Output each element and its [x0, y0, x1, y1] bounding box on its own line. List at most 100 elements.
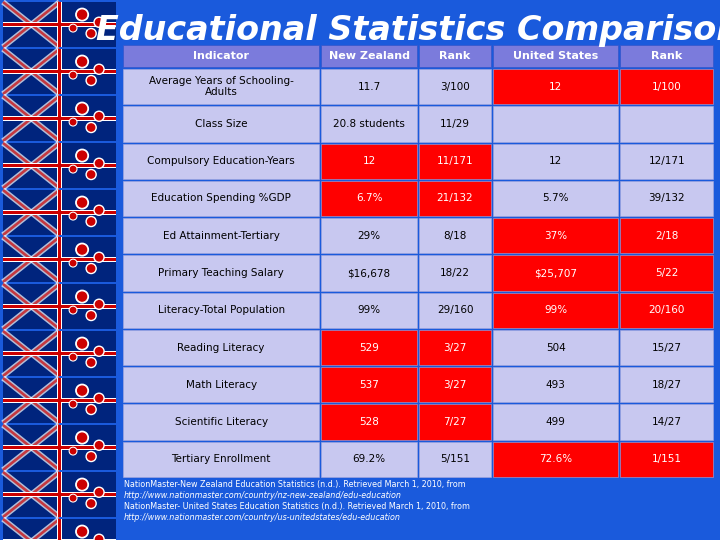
Bar	[57, 284, 62, 329]
Circle shape	[78, 151, 86, 160]
Bar	[3, 117, 116, 120]
Circle shape	[69, 24, 77, 32]
Bar	[3, 258, 116, 261]
Bar	[493, 181, 618, 216]
Bar	[3, 492, 116, 497]
Bar	[58, 284, 61, 329]
Bar	[3, 237, 116, 282]
Text: 5/22: 5/22	[655, 268, 678, 278]
Bar	[3, 143, 116, 188]
Text: 3/100: 3/100	[440, 82, 470, 92]
Bar	[419, 330, 491, 365]
Text: 537: 537	[359, 380, 379, 390]
Bar	[3, 284, 116, 329]
Bar	[3, 304, 116, 309]
Circle shape	[69, 259, 77, 267]
Bar	[123, 442, 320, 477]
Bar	[3, 399, 116, 402]
Text: NationMaster-New Zealand Education Statistics (n.d.). Retrieved March 1, 2010, f: NationMaster-New Zealand Education Stati…	[124, 480, 466, 489]
Circle shape	[88, 124, 95, 131]
Bar	[419, 106, 491, 141]
Circle shape	[71, 307, 76, 313]
Circle shape	[71, 72, 76, 78]
Circle shape	[88, 30, 95, 37]
Circle shape	[86, 451, 96, 462]
Circle shape	[78, 386, 86, 395]
Text: 69.2%: 69.2%	[353, 454, 386, 464]
Text: 5.7%: 5.7%	[542, 193, 569, 204]
Circle shape	[78, 339, 86, 348]
Bar	[493, 404, 618, 440]
Circle shape	[94, 393, 104, 403]
Bar	[58, 2, 61, 47]
Bar	[3, 164, 116, 167]
Text: Educational Statistics Comparison: Educational Statistics Comparison	[96, 14, 720, 47]
Circle shape	[88, 218, 95, 225]
Circle shape	[96, 66, 103, 73]
Circle shape	[71, 119, 76, 125]
Bar	[321, 106, 417, 141]
Text: Rank: Rank	[651, 51, 683, 61]
Text: 528: 528	[359, 417, 379, 427]
Bar	[3, 116, 116, 121]
Circle shape	[78, 433, 86, 442]
Circle shape	[69, 71, 77, 79]
Circle shape	[69, 118, 77, 126]
Circle shape	[96, 395, 103, 402]
Bar	[3, 378, 116, 423]
Circle shape	[78, 480, 86, 489]
Text: 14/27: 14/27	[652, 417, 682, 427]
Circle shape	[78, 245, 86, 254]
Bar	[3, 305, 116, 308]
Text: 499: 499	[546, 417, 566, 427]
Bar	[493, 218, 618, 253]
Bar	[621, 330, 713, 365]
Bar	[621, 218, 713, 253]
Circle shape	[94, 205, 104, 215]
Bar	[57, 2, 62, 47]
Circle shape	[76, 478, 89, 491]
Circle shape	[78, 527, 86, 536]
Circle shape	[78, 198, 86, 207]
Text: 20/160: 20/160	[649, 305, 685, 315]
Bar	[58, 472, 61, 517]
Circle shape	[71, 495, 76, 501]
Bar	[123, 255, 320, 291]
Text: 18/22: 18/22	[440, 268, 470, 278]
Circle shape	[94, 64, 104, 75]
Circle shape	[94, 487, 104, 497]
Circle shape	[86, 76, 96, 85]
Bar	[57, 190, 62, 235]
Circle shape	[88, 265, 95, 272]
Bar	[58, 237, 61, 282]
Bar	[419, 404, 491, 440]
Bar	[3, 210, 116, 215]
Text: Education Spending %GDP: Education Spending %GDP	[151, 193, 291, 204]
Bar	[57, 425, 62, 470]
Text: 11.7: 11.7	[358, 82, 381, 92]
Circle shape	[94, 158, 104, 168]
Bar	[321, 218, 417, 253]
Text: 72.6%: 72.6%	[539, 454, 572, 464]
Bar	[321, 69, 417, 104]
Text: 493: 493	[546, 380, 566, 390]
Circle shape	[78, 292, 86, 301]
Bar	[419, 367, 491, 402]
Circle shape	[69, 165, 77, 173]
Circle shape	[76, 244, 89, 256]
Bar	[3, 163, 116, 168]
Text: 11/171: 11/171	[437, 156, 473, 166]
Text: NationMaster- United States Education Statistics (n.d.). Retrieved March 1, 2010: NationMaster- United States Education St…	[124, 502, 470, 511]
Circle shape	[94, 17, 104, 28]
Circle shape	[94, 252, 104, 262]
Bar	[419, 293, 491, 328]
Bar	[3, 398, 116, 403]
Bar	[419, 181, 491, 216]
Bar	[3, 70, 116, 73]
Circle shape	[76, 384, 89, 397]
Circle shape	[86, 123, 96, 132]
Bar	[321, 255, 417, 291]
Bar	[57, 237, 62, 282]
Bar	[57, 519, 62, 540]
Text: Ed Attainment-Tertiary: Ed Attainment-Tertiary	[163, 231, 279, 241]
